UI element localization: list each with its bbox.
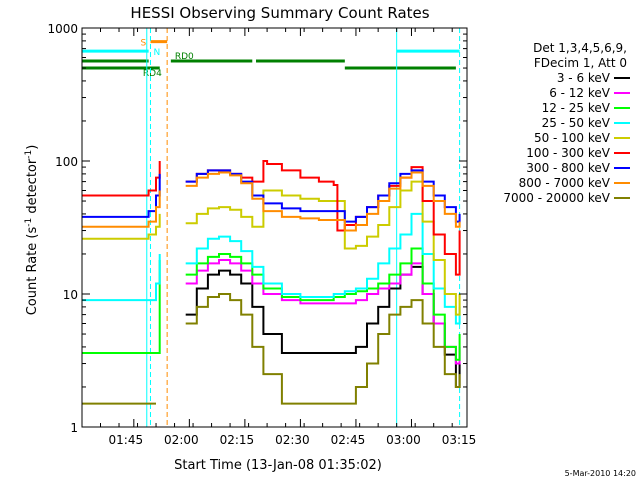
y-tick-label: 1000 [47, 22, 78, 36]
y-tick-label: 10 [63, 288, 78, 302]
legend-header: Det 1,3,4,5,6,9, [533, 41, 627, 55]
plot-frame [81, 27, 468, 428]
x-tick-label: 03:15 [442, 433, 477, 447]
y-axis-label-part: Count Rate (s [25, 227, 40, 316]
series-lines [82, 160, 461, 405]
axes: 01:45 02:00 02:15 02:30 02:45 03:00 03:15 1 10 10… [47, 22, 476, 447]
x-tick-label: 02:15 [220, 433, 255, 447]
y-axis-label-part: detector [25, 158, 40, 218]
flag-bars: SN RD0 RD4 [82, 39, 460, 79]
chart-title: HESSI Observing Summary Count Rates [130, 4, 429, 22]
series-line [82, 293, 461, 405]
legend: Det 1,3,4,5,6,9,FDecim 1, Att 03 - 6 keV… [503, 41, 630, 205]
legend-entry-label: 25 - 50 keV [542, 116, 611, 130]
legend-entry-label: 12 - 25 keV [542, 101, 611, 115]
y-tick-label: 1 [70, 421, 78, 435]
flag-label: RD4 [143, 69, 162, 79]
legend-entry-label: 800 - 7000 keV [519, 176, 611, 190]
y-tick-label: 100 [55, 155, 78, 169]
y-axis-label-sup: -1 [24, 150, 34, 159]
series-line [82, 212, 461, 325]
x-tick-label: 01:45 [109, 433, 144, 447]
legend-entry-label: 100 - 300 keV [526, 146, 610, 160]
legend-entry-label: 300 - 800 keV [526, 161, 610, 175]
x-tick-label: 02:45 [331, 433, 366, 447]
legend-entry-label: 6 - 12 keV [549, 86, 611, 100]
x-tick-label: 03:00 [386, 433, 421, 447]
legend-header: FDecim 1, Att 0 [534, 56, 627, 70]
flag-label: S [140, 39, 146, 49]
x-axis-label: Start Time (13-Jan-08 01:35:02) [174, 458, 382, 473]
legend-entry-label: 3 - 6 keV [557, 71, 611, 85]
y-axis-label: Count Rate (s-1 detector-1) [24, 145, 40, 316]
flag-label: RD0 [175, 52, 194, 62]
x-tick-label: 02:00 [164, 433, 199, 447]
x-tick-label: 02:30 [275, 433, 310, 447]
legend-entry-label: 50 - 100 keV [534, 131, 611, 145]
y-axis-label-part: ) [25, 145, 40, 150]
y-axis-label-sup: -1 [24, 218, 34, 227]
footer-timestamp: 5-Mar-2010 14:20 [565, 469, 636, 478]
series-line [185, 259, 461, 365]
series-line [82, 247, 461, 361]
legend-entry-label: 7000 - 20000 keV [503, 191, 610, 205]
series-line [82, 171, 461, 232]
flag-label: N [153, 48, 160, 58]
